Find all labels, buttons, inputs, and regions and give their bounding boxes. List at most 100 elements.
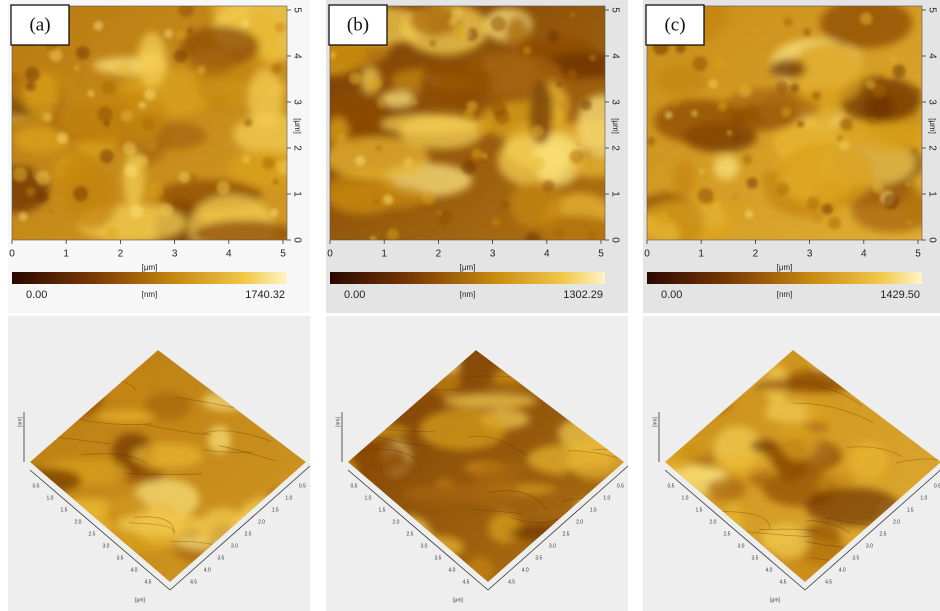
grain — [97, 107, 112, 122]
grain — [907, 220, 912, 225]
grain — [790, 83, 800, 93]
grain — [125, 164, 138, 177]
scale-max: 1302.29 — [563, 289, 603, 301]
panel: (a)012345[μm]012345[μm]0.00[nm]1740.32[n… — [0, 0, 328, 611]
grain — [412, 99, 417, 104]
grain — [530, 157, 545, 172]
axis-tick-label: 3.0 — [866, 543, 873, 549]
grain — [354, 139, 360, 145]
grain — [59, 154, 110, 213]
grain — [883, 194, 899, 210]
colorbar — [12, 272, 287, 284]
panel-label: (a) — [29, 14, 50, 35]
grain — [588, 232, 597, 241]
axis-tick-label: 3.5 — [535, 555, 542, 561]
grain — [403, 157, 413, 167]
axis-tick-label: 1.5 — [590, 507, 597, 513]
grain — [739, 85, 752, 98]
x-tick-label: 1 — [698, 249, 704, 260]
relief — [403, 484, 496, 502]
grain — [822, 204, 833, 215]
grain — [770, 59, 806, 79]
grain — [869, 117, 876, 124]
grain — [436, 210, 442, 216]
axis-tick-label: 1.0 — [920, 495, 927, 501]
grain — [217, 181, 230, 194]
grain — [732, 195, 738, 201]
grain — [482, 153, 488, 159]
grain — [463, 109, 474, 120]
grain — [797, 121, 804, 128]
x-unit: [μm] — [777, 263, 793, 272]
grain — [839, 141, 849, 151]
grain — [708, 79, 718, 89]
grain — [425, 83, 434, 92]
grain — [387, 228, 399, 240]
grain — [673, 161, 695, 196]
grain — [518, 41, 544, 57]
axis-tick-label: 1.5 — [907, 507, 914, 513]
grain — [491, 101, 507, 117]
axis-tick-label: 0.5 — [33, 483, 40, 489]
grain — [49, 208, 53, 212]
y-tick-label: 3 — [291, 99, 302, 105]
y-tick-label: 1 — [609, 191, 620, 197]
x-tick-label: 3 — [490, 249, 496, 260]
grain — [531, 125, 544, 138]
grain — [355, 155, 366, 166]
grain — [732, 201, 743, 212]
grain — [576, 141, 581, 146]
scale-max: 1740.32 — [245, 289, 285, 301]
axis-tick-label: 4.5 — [825, 579, 832, 585]
axis-tick-label: 4.0 — [204, 567, 211, 573]
axis-tick-label: 3.5 — [852, 555, 859, 561]
relief — [849, 442, 888, 478]
z-unit: [nm] — [652, 417, 658, 427]
axis-tick-label: 4.0 — [839, 567, 846, 573]
grain — [742, 154, 752, 164]
grain — [419, 61, 492, 106]
colorbar — [330, 272, 605, 284]
axis-tick-label: 2.0 — [710, 519, 717, 525]
axis-tick-label: 1.0 — [603, 495, 610, 501]
grain — [462, 160, 476, 174]
grain — [706, 166, 712, 172]
grain — [713, 156, 739, 180]
grain — [523, 46, 531, 54]
grain — [911, 148, 917, 154]
axis-tick-label: 3.0 — [738, 543, 745, 549]
axis-tick-label: 4.5 — [145, 579, 152, 585]
grain — [807, 196, 820, 209]
grain — [860, 12, 873, 25]
grain — [672, 98, 681, 107]
grain — [377, 99, 387, 109]
axis-unit: [μm] — [770, 597, 780, 603]
grain — [248, 69, 283, 127]
grain — [659, 210, 670, 221]
axis-tick-label: 4.0 — [449, 567, 456, 573]
axis-tick-label: 2.0 — [75, 519, 82, 525]
y-tick-label: 1 — [291, 191, 302, 197]
relief — [707, 478, 746, 500]
grain — [913, 88, 920, 95]
grain — [270, 208, 278, 216]
x-tick-label: 1 — [381, 249, 387, 260]
grain — [569, 149, 583, 163]
y-tick-label: 4 — [291, 53, 302, 59]
grain — [100, 149, 114, 163]
grain — [383, 195, 393, 205]
grain — [734, 136, 738, 140]
scale-unit: [nm] — [777, 290, 793, 299]
axis-tick-label: 4.0 — [766, 567, 773, 573]
relief — [488, 512, 521, 543]
grain — [714, 57, 726, 69]
grain — [143, 118, 155, 130]
axis-tick-label: 2.5 — [407, 531, 414, 537]
axis-tick-label: 3.0 — [421, 543, 428, 549]
grain — [144, 89, 155, 100]
grain — [147, 140, 157, 150]
grain — [187, 27, 193, 33]
grain — [758, 147, 773, 162]
axis-tick-label: 1.5 — [379, 507, 386, 513]
grain — [371, 79, 382, 90]
